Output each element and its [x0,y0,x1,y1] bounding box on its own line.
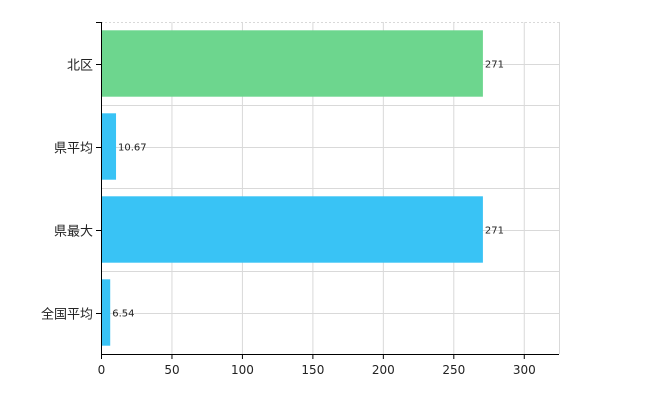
data-label: 271 [485,226,504,237]
bar-1 [101,113,117,180]
x-tick-label: 300 [513,363,536,377]
x-tick-label: 0 [98,363,106,377]
bar-2 [101,196,483,263]
x-tick-label: 100 [231,363,254,377]
bar-3 [101,279,111,346]
x-tick-label: 250 [442,363,465,377]
category-label: 県平均 [54,142,93,157]
bar-0 [101,30,483,97]
category-label: 北区 [67,59,93,74]
x-tick-label: 150 [301,363,324,377]
category-label: 全国平均 [41,307,93,323]
x-tick-label: 200 [372,363,395,377]
category-label: 県最大 [54,225,93,240]
data-label: 10.67 [118,143,147,154]
x-tick-label: 50 [164,363,179,377]
data-label: 271 [485,60,504,71]
data-label: 6.54 [112,309,134,320]
